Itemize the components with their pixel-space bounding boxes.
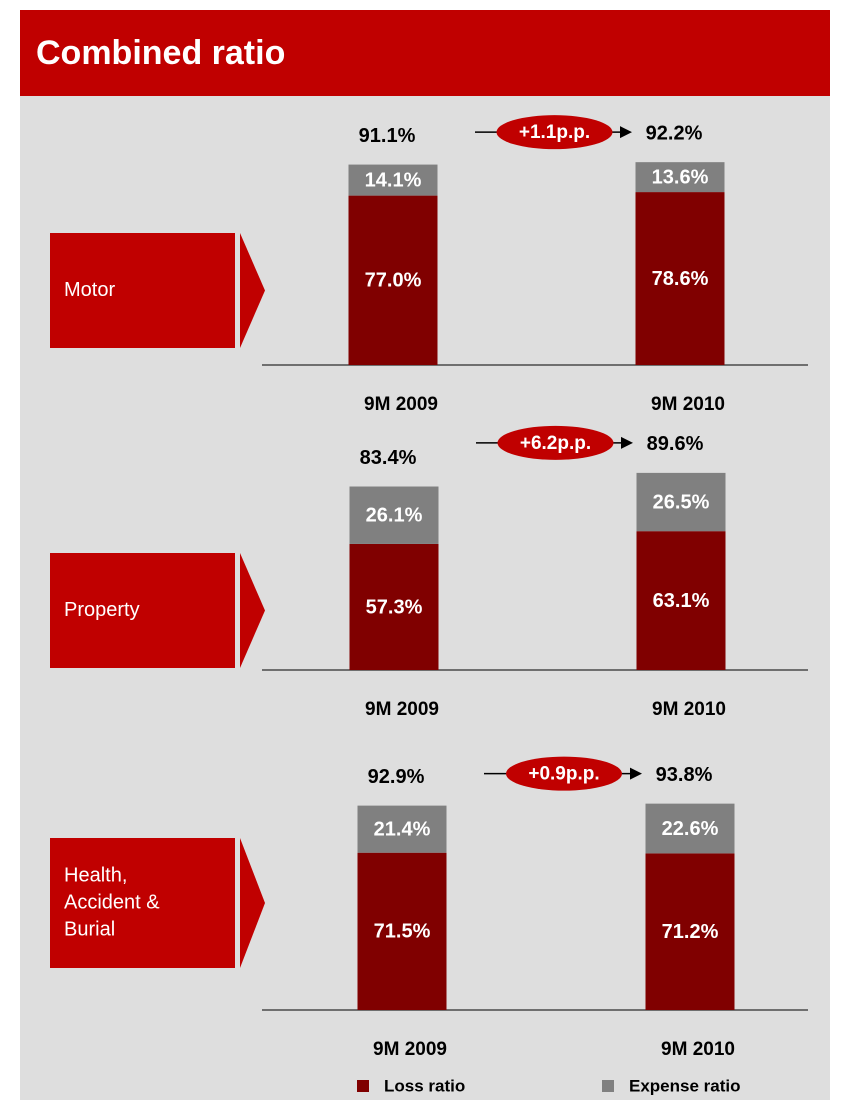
- bar-segment: [636, 531, 726, 670]
- bar-segment: [645, 853, 735, 1010]
- arrow-head: [621, 436, 633, 449]
- header-bar: [20, 10, 830, 96]
- category-label: 9M 2009: [364, 394, 438, 415]
- arrow-head: [620, 126, 632, 139]
- chevron: [240, 553, 265, 668]
- bar-segment: [635, 162, 725, 193]
- value-label: 63.1%: [653, 590, 710, 612]
- change-label: +6.2p.p.: [520, 433, 591, 454]
- bar-segment: [635, 192, 725, 365]
- total-label: 83.4%: [360, 447, 417, 469]
- total-label: 91.1%: [359, 125, 416, 147]
- chevron: [240, 838, 265, 968]
- bar-segment: [636, 472, 726, 532]
- bar-segment: [645, 803, 735, 854]
- category-label: 9M 2009: [373, 1039, 447, 1060]
- change-badge: [496, 115, 613, 150]
- legend-swatch: [357, 1080, 369, 1092]
- legend-label: Expense ratio: [629, 1076, 741, 1095]
- change-badge: [497, 425, 614, 460]
- bar-segment: [357, 852, 447, 1010]
- segment-label-box: [50, 838, 235, 968]
- segment-label-box: [50, 233, 235, 348]
- change-label: +0.9p.p.: [528, 764, 599, 785]
- category-label: 9M 2010: [652, 699, 726, 720]
- legend-label: Loss ratio: [384, 1076, 465, 1095]
- segment-label: Property: [64, 599, 140, 621]
- category-label: 9M 2010: [661, 1039, 735, 1060]
- bar-segment: [349, 543, 439, 670]
- bar-segment: [357, 805, 447, 853]
- change-badge: [506, 756, 622, 791]
- total-label: 93.8%: [656, 764, 713, 786]
- value-label: 26.5%: [653, 491, 710, 513]
- value-label: 71.5%: [374, 921, 431, 943]
- category-label: 9M 2009: [365, 699, 439, 720]
- segment-label: Burial: [64, 918, 115, 940]
- segment-label: Health,: [64, 864, 127, 886]
- total-label: 89.6%: [647, 433, 704, 455]
- chevron: [240, 233, 265, 348]
- bar-segment: [349, 486, 439, 544]
- value-label: 71.2%: [662, 921, 719, 943]
- segment-label: Accident &: [64, 891, 160, 913]
- category-label: 9M 2010: [651, 394, 725, 415]
- value-label: 14.1%: [365, 169, 422, 191]
- value-label: 13.6%: [652, 166, 709, 188]
- legend-swatch: [602, 1080, 614, 1092]
- total-label: 92.2%: [646, 122, 703, 144]
- bar-segment: [348, 164, 438, 196]
- change-label: +1.1p.p.: [519, 122, 590, 143]
- page-title: Combined ratio: [36, 34, 285, 72]
- value-label: 57.3%: [366, 596, 423, 618]
- value-label: 21.4%: [374, 818, 431, 840]
- arrow-head: [630, 767, 642, 780]
- segment-label-box: [50, 553, 235, 668]
- bar-segment: [348, 195, 438, 365]
- value-label: 77.0%: [365, 270, 422, 292]
- total-label: 92.9%: [368, 766, 425, 788]
- value-label: 26.1%: [366, 505, 423, 527]
- value-label: 22.6%: [662, 818, 719, 840]
- segment-label: Motor: [64, 279, 115, 301]
- value-label: 78.6%: [652, 268, 709, 290]
